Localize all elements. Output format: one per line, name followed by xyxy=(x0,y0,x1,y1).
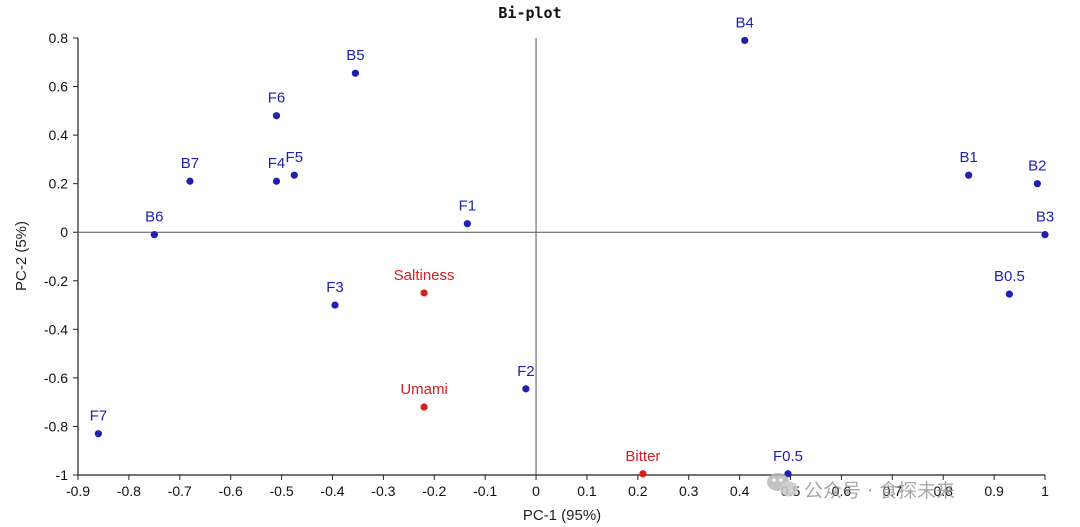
data-point xyxy=(351,69,359,77)
data-point xyxy=(420,403,428,411)
y-tick-label: -0.6 xyxy=(44,370,68,386)
point-label: F7 xyxy=(90,408,108,425)
data-point xyxy=(1005,290,1013,298)
data-point xyxy=(94,430,102,438)
y-tick-label: -0.8 xyxy=(44,418,68,434)
x-tick-label: 1 xyxy=(1041,483,1049,499)
x-tick-label: 0.9 xyxy=(984,483,1004,499)
y-tick-label: 0.4 xyxy=(49,127,69,143)
data-point xyxy=(741,36,749,45)
watermark: 公众号 · 食探未来 xyxy=(767,473,955,502)
y-tick-label: 0 xyxy=(60,224,68,240)
data-point xyxy=(290,171,298,179)
y-tick-label: -1 xyxy=(56,467,69,483)
data-point xyxy=(1041,231,1049,239)
x-axis-label: PC-1 (95%) xyxy=(523,507,601,524)
y-tick-label: 0.2 xyxy=(49,176,69,192)
point-label: B6 xyxy=(145,209,163,226)
y-axis-label: PC-2 (5%) xyxy=(13,221,30,291)
x-tick-label: -0.5 xyxy=(270,483,294,499)
data-point xyxy=(331,301,339,309)
x-tick-label: 0.4 xyxy=(730,483,750,499)
y-tick-label: 0.6 xyxy=(49,79,69,95)
y-tick-label: -0.2 xyxy=(44,273,68,289)
x-tick-label: 0.3 xyxy=(679,483,699,499)
point-label: Umami xyxy=(400,381,448,398)
x-tick-label: -0.6 xyxy=(219,483,243,499)
point-label: Bitter xyxy=(625,448,660,465)
watermark-text: 公众号 · 食探未来 xyxy=(804,480,955,502)
point-label: F2 xyxy=(517,363,535,380)
x-tick-label: -0.9 xyxy=(66,483,90,499)
point-label: B2 xyxy=(1028,158,1046,175)
axis-ticks: -0.9 -0.8 -0.7 -0.6 -0.5 -0.4 -0.3 -0.2 -0.1 0 0.1… xyxy=(44,30,1049,499)
y-tick-label: 0.8 xyxy=(49,30,69,46)
point-label: B1 xyxy=(959,149,977,166)
data-point xyxy=(420,289,428,297)
x-tick-label: -0.4 xyxy=(320,483,344,499)
point-label: F5 xyxy=(286,149,304,166)
point-label: F0.5 xyxy=(773,448,803,465)
x-tick-label: -0.8 xyxy=(117,483,141,499)
point-label: Saltiness xyxy=(394,267,455,284)
point-label: B4 xyxy=(736,14,754,31)
data-point xyxy=(150,231,158,239)
x-tick-label: 0.1 xyxy=(577,483,597,499)
point-label: B7 xyxy=(181,155,199,172)
data-point xyxy=(186,177,194,185)
x-tick-label: -0.1 xyxy=(473,483,497,499)
x-tick-label: 0 xyxy=(532,483,540,499)
plot-area xyxy=(78,38,1045,475)
x-tick-label: -0.7 xyxy=(168,483,192,499)
x-tick-label: 0.6 xyxy=(832,483,852,499)
axes xyxy=(77,38,1045,476)
x-tick-label: 0.8 xyxy=(933,483,953,499)
x-tick-label: -0.2 xyxy=(422,483,446,499)
point-label: F4 xyxy=(268,155,286,172)
data-point xyxy=(272,177,281,185)
data-point xyxy=(965,171,973,179)
data-point xyxy=(522,385,530,393)
data-point xyxy=(784,470,792,478)
data-point xyxy=(1033,180,1041,188)
data-point xyxy=(272,112,281,120)
point-label: B0.5 xyxy=(994,268,1025,285)
point-label: F6 xyxy=(268,90,286,107)
point-label: F1 xyxy=(459,198,477,215)
point-label: F3 xyxy=(326,279,344,296)
y-tick-label: -0.4 xyxy=(44,321,68,337)
point-label: B3 xyxy=(1036,209,1054,226)
wechat-icon xyxy=(767,473,798,497)
data-point xyxy=(639,470,647,478)
data-points: B5 F6 B7 F4 F5 B6 F1 F3 F2 F7 B4 B1 B2 B3 B0.5 F0.5 Salt… xyxy=(90,14,1054,478)
x-tick-label: 0.2 xyxy=(628,483,648,499)
x-tick-label: 0.7 xyxy=(883,483,903,499)
x-tick-label: -0.3 xyxy=(371,483,395,499)
chart-title: Bi-plot xyxy=(498,4,561,22)
data-point xyxy=(463,220,471,228)
point-label: B5 xyxy=(346,47,364,64)
